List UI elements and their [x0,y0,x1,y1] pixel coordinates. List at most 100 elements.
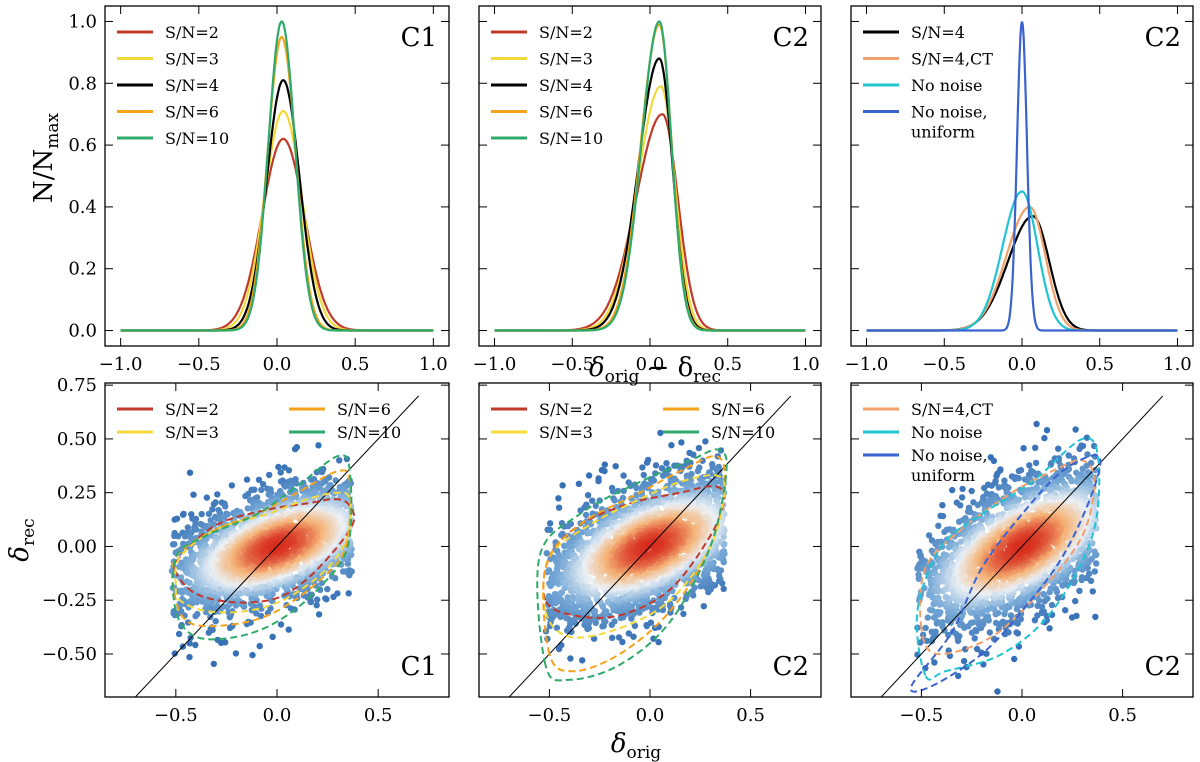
density-point [595,477,602,485]
density-point [922,558,929,565]
density-point [719,549,726,556]
density-point [1020,445,1027,452]
legend: S/N=2S/N=3S/N=4S/N=6S/N=10 [117,23,229,148]
density-point [694,467,702,475]
density-point [609,634,616,641]
y-tick-label: 0.6 [68,135,97,156]
y-tick-label: 0.00 [57,536,97,557]
density-point [192,641,199,649]
density-point [229,608,236,615]
density-point [1072,426,1079,433]
density-point [585,472,593,479]
density-point [256,642,263,650]
legend-label: S/N=3 [165,423,219,442]
plot-area [880,395,1164,697]
density-point [683,484,690,492]
density-point [193,526,200,533]
density-points [542,429,728,664]
density-point [1054,594,1062,602]
density-point [1052,585,1060,593]
density-point [257,612,265,620]
density-point [1011,655,1018,663]
density-point [584,539,592,546]
density-point [310,476,318,483]
density-point [702,438,709,445]
legend-label: S/N=3 [165,50,219,69]
density-point [555,580,562,588]
density-point [1013,629,1020,636]
density-point [949,486,956,494]
density-point [993,472,1000,480]
panel-4: −0.5 0.0 0.5−0.50−0.250.000.250.500.75C1S/… [42,375,450,726]
density-point [179,511,187,518]
legend-label: S/N=6 [539,103,593,122]
series-line-1 [494,85,806,332]
density-point [1076,445,1083,452]
density-point [971,635,978,642]
density-point [575,480,583,487]
density-point [249,651,256,659]
density-point [269,633,276,640]
density-point [173,515,181,522]
density-point [568,543,575,551]
density-point [587,575,594,583]
density-point [565,522,572,530]
density-point [543,550,550,557]
density-point [214,491,221,498]
legend: S/N=2S/N=3S/N=4S/N=6S/N=10 [491,23,603,148]
density-point [639,464,646,471]
y-tick-label: −0.25 [42,590,97,611]
legend-label: S/N=6 [337,400,391,419]
density-point [1001,477,1008,484]
density-point [567,655,574,662]
density-point [647,619,655,626]
density-point [611,618,618,625]
density-point [633,484,640,492]
legend-label: uniform [911,123,975,142]
legend-label: S/N=4 [911,23,965,42]
density-point [569,593,577,601]
density-point [603,608,610,615]
y-tick-label: 0.0 [68,321,97,342]
y-tick-label: −0.50 [42,644,97,665]
y-tick-label: 0.50 [57,429,97,450]
density-point [251,486,258,493]
density-point [243,476,251,483]
density-point [314,596,321,603]
density-point [175,630,183,638]
y-tick-label: 0.25 [57,483,97,504]
density-point [198,510,205,518]
density-point [655,638,662,646]
series-line-2 [494,57,806,332]
density-point [210,660,217,668]
legend-label: No noise, [911,103,988,122]
density-point [915,575,922,582]
legend-label: S/N=6 [165,103,219,122]
density-point [1084,451,1091,458]
density-point [1034,612,1041,619]
density-point [969,619,977,626]
density-point [559,482,566,489]
density-point [277,621,285,628]
x-tick-label: 1.0 [1163,354,1192,375]
x-tick-label: 0.5 [341,354,370,375]
density-point [1085,570,1093,577]
density-point [972,626,979,634]
density-point [1072,597,1079,605]
density-point [720,533,727,541]
legend-label: S/N=4 [539,76,593,95]
density-point [216,585,224,593]
series-line-3 [494,23,806,332]
density-point [924,614,931,621]
density-point [242,492,249,500]
x-tick-label: −0.5 [177,354,221,375]
x-tick-label: 0.0 [1008,354,1037,375]
density-point [285,626,292,633]
density-point [545,608,552,615]
density-point [700,603,707,610]
density-point [640,471,647,479]
density-point [939,512,947,520]
density-point [957,619,964,627]
density-point [336,457,343,464]
density-point [318,468,326,476]
